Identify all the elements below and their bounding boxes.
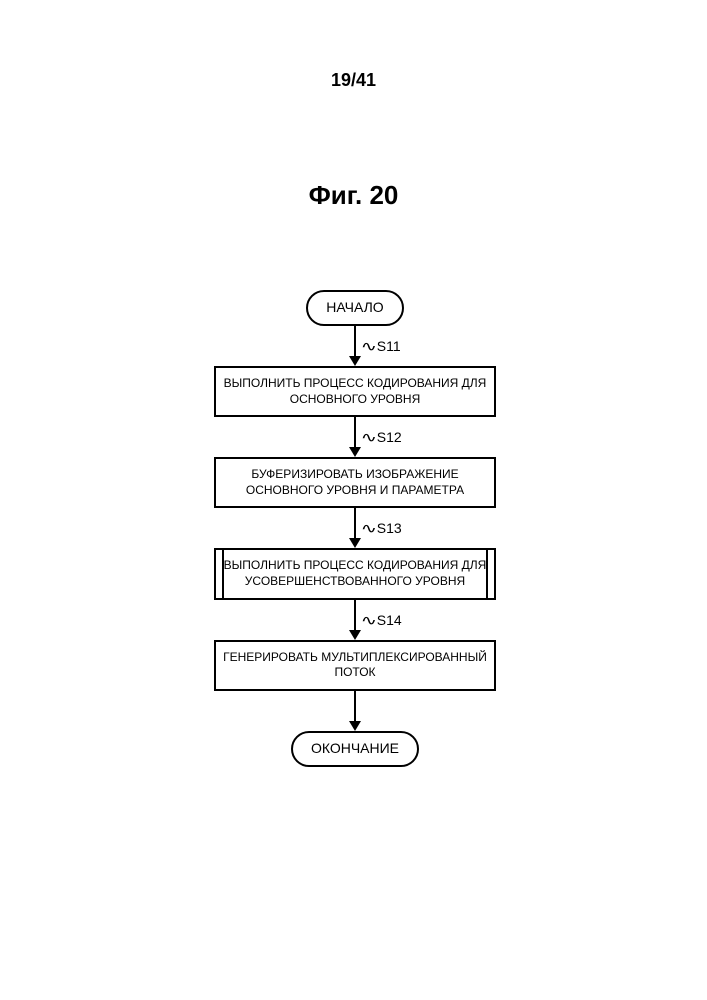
step-id: S14 <box>377 612 402 628</box>
process-s11: ВЫПОЛНИТЬ ПРОЦЕСС КОДИРОВАНИЯ ДЛЯ ОСНОВН… <box>214 366 496 417</box>
figure-title: Фиг. 20 <box>0 180 707 211</box>
arrow-head-icon <box>349 721 361 731</box>
arrow-line <box>354 326 356 358</box>
process-s12: БУФЕРИЗИРОВАТЬ ИЗОБРАЖЕНИЕ ОСНОВНОГО УРО… <box>214 457 496 508</box>
arrow-head-icon <box>349 630 361 640</box>
terminator-end-wrap: ОКОНЧАНИЕ <box>195 731 515 767</box>
arrow-line <box>354 417 356 449</box>
terminator-end: ОКОНЧАНИЕ <box>291 731 419 767</box>
step-id: S11 <box>377 338 401 354</box>
step-label-s12: ∿S12 <box>363 429 402 446</box>
step-label-s14: ∿S14 <box>363 612 402 629</box>
arrow-head-icon <box>349 356 361 366</box>
step-label-s13: ∿S13 <box>363 520 402 537</box>
flowchart: НАЧАЛО ∿S11 ВЫПОЛНИТЬ ПРОЦЕСС КОДИРОВАНИ… <box>195 290 515 767</box>
arrow-head-icon <box>349 538 361 548</box>
arrow-s14-end <box>220 691 490 731</box>
arrow-line <box>354 691 356 723</box>
terminator-start-wrap: НАЧАЛО <box>195 290 515 326</box>
step-id: S13 <box>377 520 402 536</box>
page-number: 19/41 <box>0 70 707 91</box>
process-s14: ГЕНЕРИРОВАТЬ МУЛЬТИПЛЕКСИРОВАННЫЙ ПОТОК <box>214 640 496 691</box>
arrow-s11-s12: ∿S12 <box>220 417 490 457</box>
process-s13: ВЫПОЛНИТЬ ПРОЦЕСС КОДИРОВАНИЯ ДЛЯ УСОВЕР… <box>214 548 496 599</box>
arrow-s13-s14: ∿S14 <box>220 600 490 640</box>
arrow-line <box>354 600 356 632</box>
step-id: S12 <box>377 429 402 445</box>
step-label-s11: ∿S11 <box>363 338 401 355</box>
page: 19/41 Фиг. 20 НАЧАЛО ∿S11 ВЫПОЛНИТЬ ПРОЦ… <box>0 0 707 1000</box>
arrow-head-icon <box>349 447 361 457</box>
arrow-start-s11: ∿S11 <box>220 326 490 366</box>
arrow-s12-s13: ∿S13 <box>220 508 490 548</box>
arrow-line <box>354 508 356 540</box>
terminator-start: НАЧАЛО <box>306 290 403 326</box>
